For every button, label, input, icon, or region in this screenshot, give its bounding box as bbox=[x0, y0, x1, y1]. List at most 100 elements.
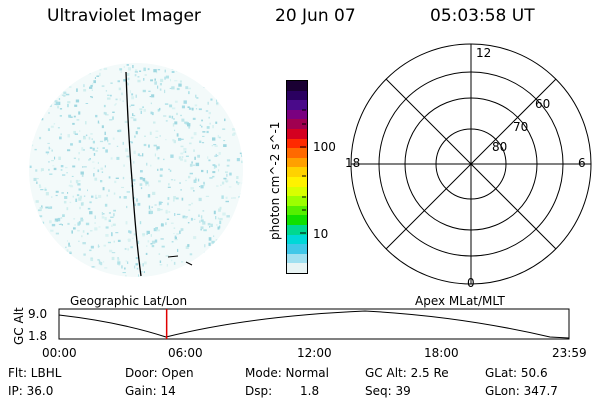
disk-pixel bbox=[83, 253, 86, 256]
disk-pixel bbox=[101, 216, 105, 219]
disk-pixel bbox=[89, 211, 93, 215]
disk-pixel bbox=[209, 122, 211, 125]
disk-pixel bbox=[163, 158, 165, 161]
disk-pixel bbox=[62, 214, 65, 217]
disk-pixel bbox=[44, 187, 47, 189]
disk-pixel bbox=[67, 103, 69, 108]
lat-label-80: 80 bbox=[492, 140, 508, 154]
disk-pixel bbox=[123, 196, 127, 199]
info-glat: GLat: 50.6 bbox=[485, 366, 548, 380]
disk-pixel bbox=[79, 195, 82, 199]
colorbar-segment bbox=[287, 109, 307, 120]
disk-pixel bbox=[104, 203, 108, 207]
disk-pixel bbox=[74, 133, 78, 135]
disk-pixel bbox=[150, 79, 153, 82]
disk-pixel bbox=[210, 223, 213, 227]
mlt-label-18: 18 bbox=[345, 156, 361, 170]
disk-pixel bbox=[157, 168, 159, 171]
disk-pixel bbox=[194, 156, 196, 160]
disk-pixel bbox=[218, 208, 221, 212]
disk-pixel bbox=[220, 184, 222, 186]
colorbar-segment bbox=[287, 119, 307, 129]
disk-pixel bbox=[188, 91, 190, 95]
disk-pixel bbox=[190, 136, 194, 139]
disk-pixel bbox=[134, 135, 136, 138]
info-dsp-value: 1.8 bbox=[300, 384, 320, 398]
disk-pixel bbox=[167, 186, 171, 188]
disk-pixel bbox=[204, 244, 206, 248]
disk-pixel bbox=[59, 115, 62, 117]
disk-pixel bbox=[73, 218, 76, 220]
disk-pixel bbox=[208, 159, 211, 162]
disk-pixel bbox=[158, 201, 162, 205]
disk-pixel bbox=[92, 140, 95, 144]
disk-pixel bbox=[155, 130, 159, 132]
disk-pixel bbox=[98, 226, 101, 228]
disk-pixel bbox=[166, 264, 168, 267]
disk-pixel bbox=[63, 95, 65, 97]
disk-pixel bbox=[68, 114, 72, 118]
timeline-y-tick-bottom: 1.8 bbox=[28, 329, 48, 343]
disk-pixel bbox=[85, 121, 87, 125]
disk-pixel bbox=[217, 226, 220, 230]
disk-pixel bbox=[135, 257, 139, 260]
disk-pixel bbox=[72, 122, 75, 125]
disk-pixel bbox=[67, 222, 70, 225]
disk-pixel bbox=[67, 134, 70, 138]
colorbar-segment bbox=[287, 244, 307, 254]
disk-pixel bbox=[224, 179, 229, 183]
disk-pixel bbox=[81, 147, 84, 151]
disk-pixel bbox=[152, 191, 156, 195]
disk-pixel bbox=[207, 101, 209, 105]
disk-pixel bbox=[189, 142, 192, 145]
disk-pixel bbox=[180, 114, 182, 117]
colorbar-segment bbox=[287, 128, 307, 139]
disk-pixel bbox=[131, 93, 134, 96]
disk-pixel bbox=[129, 105, 132, 108]
time-label: 05:03:58 UT bbox=[430, 6, 535, 26]
disk-pixel bbox=[112, 111, 115, 113]
disk-pixel bbox=[176, 112, 178, 116]
mlt-label-6: 6 bbox=[578, 156, 586, 170]
disk-pixel bbox=[200, 219, 204, 222]
disk-pixel bbox=[53, 167, 57, 171]
disk-pixel bbox=[139, 108, 143, 111]
disk-pixel bbox=[103, 104, 106, 108]
disk-pixel bbox=[206, 130, 209, 134]
disk-pixel bbox=[198, 214, 200, 217]
disk-pixel bbox=[78, 188, 81, 191]
disk-pixel bbox=[54, 218, 59, 222]
disk-pixel bbox=[212, 171, 216, 174]
disk-pixel bbox=[154, 78, 156, 81]
disk-pixel bbox=[218, 169, 220, 172]
disk-pixel bbox=[83, 135, 86, 138]
disk-pixel bbox=[52, 165, 55, 167]
disk-pixel bbox=[107, 241, 111, 244]
disk-pixel bbox=[226, 215, 230, 218]
disk-pixel bbox=[146, 231, 148, 235]
disk-pixel bbox=[124, 267, 126, 270]
disk-pixel bbox=[66, 207, 69, 211]
disk-pixel bbox=[166, 218, 170, 220]
disk-pixel bbox=[80, 219, 84, 222]
disk-pixel bbox=[109, 94, 112, 97]
disk-pixel bbox=[136, 267, 139, 270]
disk-pixel bbox=[137, 153, 140, 156]
disk-pixel bbox=[143, 108, 146, 112]
disk-pixel bbox=[74, 104, 78, 107]
disk-pixel bbox=[170, 179, 173, 181]
disk-pixel bbox=[148, 209, 152, 212]
disk-pixel bbox=[232, 197, 236, 199]
disk-pixel bbox=[50, 147, 52, 149]
disk-pixel bbox=[193, 218, 196, 220]
disk-pixel bbox=[189, 163, 193, 167]
timeline-left-title: Geographic Lat/Lon bbox=[70, 294, 188, 308]
disk-pixel bbox=[108, 189, 110, 192]
disk-pixel bbox=[123, 66, 125, 69]
altitude-curve bbox=[58, 310, 570, 339]
disk-pixel bbox=[67, 149, 71, 152]
disk-pixel bbox=[89, 146, 93, 149]
disk-pixel bbox=[236, 158, 240, 162]
disk-pixel bbox=[80, 171, 84, 175]
disk-pixel bbox=[41, 118, 44, 121]
